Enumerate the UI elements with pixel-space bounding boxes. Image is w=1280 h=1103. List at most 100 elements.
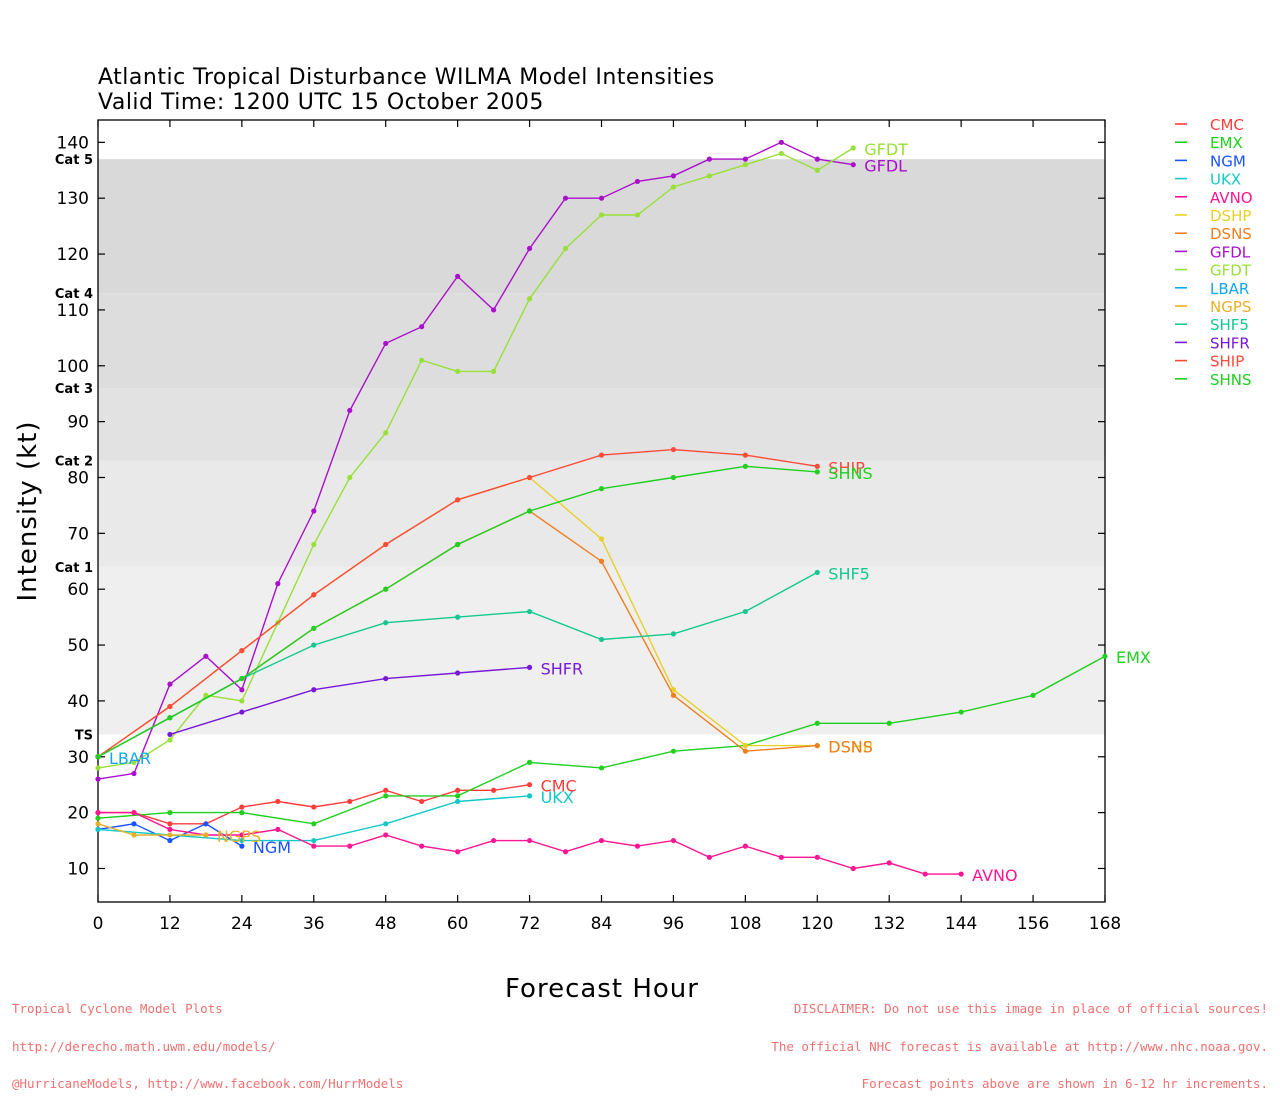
data-point-gfdt <box>419 357 425 363</box>
legend-entry-cmc: CMC <box>1210 116 1244 134</box>
data-point-shfr <box>383 675 389 682</box>
data-point-ukx <box>311 837 317 844</box>
data-point-avno <box>958 871 964 877</box>
legend-entry-ngps: NGPS <box>1210 298 1251 316</box>
data-point-shf5 <box>526 608 533 615</box>
legend-entry-dsns: DSNS <box>1210 225 1252 243</box>
legend-entry-dshp: DSHP <box>1210 207 1251 225</box>
data-point-gfdt <box>670 184 677 190</box>
data-point-gfdl <box>347 407 353 414</box>
data-point-ship <box>742 452 748 458</box>
data-point-gfdt <box>131 759 137 765</box>
category-label-cat-1: Cat 1 <box>55 561 93 576</box>
x-tick-label: 156 <box>1017 914 1049 934</box>
data-point-shfr <box>526 664 533 671</box>
data-point-gfdt <box>455 368 461 374</box>
data-point-cmc <box>491 787 497 793</box>
data-point-avno <box>383 832 389 838</box>
data-point-gfdt <box>526 296 533 302</box>
series-end-label-ngps: NGPS <box>217 827 261 846</box>
x-tick-label: 120 <box>801 914 833 934</box>
model-intensity-chart: TS Cat 1 Cat 2 Cat 3 Cat 4 Cat 5 0 12 24 36 48 60 72… <box>13 116 1253 1004</box>
data-point-ship <box>167 703 173 710</box>
data-point-gfdl <box>814 156 820 162</box>
y-tick-label: 90 <box>67 413 89 433</box>
x-tick-label: 96 <box>663 914 685 934</box>
data-point-ukx <box>95 826 101 832</box>
data-point-shns <box>167 715 173 721</box>
data-point-emx <box>1102 653 1108 659</box>
y-tick-label: 10 <box>67 859 89 879</box>
legend-entry-shns: SHNS <box>1210 371 1252 389</box>
data-point-ngps <box>95 821 101 827</box>
data-point-cmc <box>239 804 245 810</box>
data-point-gfdl <box>742 156 748 162</box>
data-point-shfr <box>455 670 461 676</box>
data-point-gfdl <box>491 307 497 313</box>
data-point-gfdl <box>778 139 784 145</box>
data-point-ship <box>598 452 605 458</box>
data-point-gfdl <box>311 508 317 514</box>
x-tick-label: 12 <box>159 914 181 934</box>
x-tick-label: 0 <box>93 914 104 934</box>
data-point-shns <box>311 625 317 631</box>
footer-disclaimer: DISCLAIMER: Do not use this image in pla… <box>771 978 1268 1103</box>
series-end-label-dshp: DSHP <box>828 738 873 757</box>
footer-credits-line1: Tropical Cyclone Model Plots <box>12 1001 223 1016</box>
x-tick-label: 132 <box>873 914 905 934</box>
data-point-gfdl <box>167 681 173 687</box>
data-point-gfdl <box>562 195 569 201</box>
data-point-ship <box>311 592 317 598</box>
data-point-gfdt <box>239 698 245 704</box>
data-point-emx <box>958 709 964 715</box>
data-point-ship <box>239 648 245 654</box>
data-point-avno <box>131 810 137 816</box>
data-point-gfdt <box>706 173 712 179</box>
data-point-ukx <box>455 798 461 805</box>
x-tick-label: 72 <box>519 914 541 934</box>
data-point-gfdl <box>850 162 856 168</box>
series-end-label-lbar: LBAR <box>109 749 151 768</box>
data-point-emx <box>311 821 317 827</box>
y-tick-label: 110 <box>57 301 89 321</box>
data-point-shf5 <box>455 614 461 620</box>
data-point-gfdl <box>275 581 281 587</box>
data-point-gfdl <box>95 776 101 782</box>
data-point-avno <box>95 810 101 816</box>
data-point-shns <box>239 675 245 682</box>
data-point-avno <box>239 832 245 838</box>
data-point-gfdl <box>239 687 245 693</box>
data-point-ngm <box>239 843 245 849</box>
data-point-cmc <box>383 787 389 793</box>
legend-entry-ngm: NGM <box>1210 152 1246 170</box>
series-end-label-gfdl: GFDL <box>864 157 907 176</box>
data-point-shns <box>95 754 101 760</box>
series-line-cmc <box>98 784 530 825</box>
data-point-ngps <box>167 832 173 838</box>
data-point-avno <box>670 837 677 844</box>
data-point-avno <box>706 854 712 860</box>
x-tick-label: 60 <box>447 914 469 934</box>
chart-title: Atlantic Tropical Disturbance WILMA Mode… <box>98 65 715 90</box>
x-tick-label: 48 <box>375 914 397 934</box>
data-point-gfdt <box>203 692 209 698</box>
data-point-dshp <box>742 743 748 749</box>
data-point-avno <box>850 865 856 872</box>
data-point-cmc <box>455 787 461 793</box>
data-point-ship <box>670 446 677 453</box>
series-end-label-cmc: CMC <box>541 777 577 796</box>
data-point-ship <box>814 463 820 469</box>
data-point-avno <box>922 871 928 877</box>
data-point-gfdt <box>814 167 820 173</box>
category-label-cat-5: Cat 5 <box>55 153 93 168</box>
legend-entry-lbar: LBAR <box>1210 280 1249 298</box>
data-point-ngm <box>167 837 173 844</box>
legend-entry-ship: SHIP <box>1210 353 1244 371</box>
data-point-shf5 <box>670 631 677 637</box>
category-label-cat-4: Cat 4 <box>55 287 93 302</box>
category-band-cat-2 <box>98 388 1105 461</box>
footer-credits-line3: @HurricaneModels, http://www.facebook.co… <box>12 1076 404 1091</box>
data-point-shfr <box>311 687 317 693</box>
data-point-avno <box>491 837 497 844</box>
y-tick-label: 70 <box>67 524 89 544</box>
